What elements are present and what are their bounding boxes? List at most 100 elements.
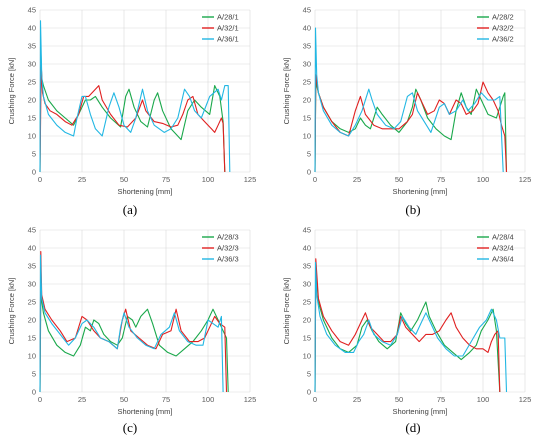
x-axis-title: Shortening [mm] (117, 407, 172, 416)
x-tick-label: 125 (519, 395, 532, 404)
y-tick-label: 0 (32, 388, 36, 397)
y-tick-label: 40 (303, 244, 311, 253)
legend-label: A/32/2 (492, 24, 514, 33)
y-tick-label: 35 (303, 262, 311, 271)
x-tick-label: 50 (120, 395, 128, 404)
x-tick-label: 125 (519, 175, 532, 184)
chart-svg: 0 5 10 15 20 25 30 35 40 45 0 25 50 75 100 125 Shortenin… (282, 6, 532, 197)
x-tick-label: 25 (78, 175, 86, 184)
panel-caption: (a) (122, 202, 138, 217)
x-tick-label: 75 (437, 175, 445, 184)
chart-svg: 0 5 10 15 20 25 30 35 40 45 0 25 50 75 100 125 Shortenin… (7, 226, 257, 417)
legend-label: A/36/4 (492, 255, 514, 264)
x-tick-label: 125 (244, 175, 257, 184)
legend-label: A/32/3 (217, 244, 239, 253)
x-tick-label: 25 (353, 395, 361, 404)
panel-caption: (d) (405, 420, 421, 435)
y-tick-label: 25 (303, 298, 311, 307)
y-tick-label: 5 (307, 370, 311, 379)
y-tick-label: 15 (303, 334, 311, 343)
chart-panel-c: 0 5 10 15 20 25 30 35 40 45 0 25 50 75 100 125 Shortenin… (0, 220, 275, 440)
series-line-a-36-3 (39, 254, 224, 393)
series-line-a-36-1 (39, 20, 231, 173)
x-tick-label: 50 (120, 175, 128, 184)
series-line-a-32-4 (314, 258, 501, 393)
legend-label: A/36/3 (217, 255, 239, 264)
y-tick-label: 45 (303, 226, 311, 235)
y-tick-label: 35 (28, 42, 36, 51)
y-axis-title: Crushing Force [kN] (7, 278, 16, 345)
x-tick-label: 100 (202, 395, 215, 404)
x-tick-label: 75 (437, 395, 445, 404)
y-tick-label: 10 (303, 352, 311, 361)
y-tick-label: 35 (28, 262, 36, 271)
x-tick-label: 125 (244, 395, 257, 404)
y-tick-label: 25 (303, 78, 311, 87)
y-tick-label: 5 (32, 150, 36, 159)
y-tick-label: 45 (28, 226, 36, 235)
legend-label: A/32/1 (217, 24, 239, 33)
y-tick-label: 15 (303, 114, 311, 123)
x-axis-title: Shortening [mm] (392, 187, 447, 196)
legend-label: A/32/4 (492, 244, 514, 253)
y-tick-label: 15 (28, 114, 36, 123)
y-tick-label: 30 (303, 280, 311, 289)
y-tick-label: 45 (28, 6, 36, 15)
y-axis-title: Crushing Force [kN] (282, 278, 291, 345)
legend-label: A/28/1 (217, 13, 239, 22)
y-tick-label: 25 (28, 78, 36, 87)
legend-label: A/28/2 (492, 13, 514, 22)
series-line-a-28-1 (39, 49, 226, 173)
x-tick-label: 50 (395, 395, 403, 404)
x-tick-label: 50 (395, 175, 403, 184)
panel-caption: (c) (122, 420, 138, 435)
x-tick-label: 100 (477, 175, 490, 184)
y-tick-label: 10 (28, 132, 36, 141)
x-axis-title: Shortening [mm] (117, 187, 172, 196)
y-tick-label: 40 (303, 24, 311, 33)
series-line-a-32-2 (314, 74, 508, 173)
y-tick-label: 30 (303, 60, 311, 69)
x-axis-title: Shortening [mm] (392, 407, 447, 416)
y-tick-label: 20 (28, 96, 36, 105)
chart-panel-d: 0 5 10 15 20 25 30 35 40 45 0 25 50 75 100 125 Shortenin… (275, 220, 550, 440)
y-tick-label: 0 (307, 168, 311, 177)
series-line-a-28-3 (39, 294, 229, 393)
x-tick-label: 0 (38, 395, 42, 404)
chart-svg: 0 5 10 15 20 25 30 35 40 45 0 25 50 75 100 125 Shortenin… (282, 226, 532, 417)
y-tick-label: 0 (307, 388, 311, 397)
y-tick-label: 20 (303, 96, 311, 105)
x-tick-label: 100 (477, 395, 490, 404)
x-tick-label: 100 (202, 175, 215, 184)
panel-caption: (b) (405, 202, 421, 217)
y-tick-label: 20 (303, 316, 311, 325)
x-tick-label: 25 (353, 175, 361, 184)
series-line-a-36-2 (314, 27, 504, 173)
chart-panel-a: 0 5 10 15 20 25 30 35 40 45 0 25 50 75 100 125 Shortenin… (0, 0, 275, 220)
x-tick-label: 25 (78, 395, 86, 404)
y-tick-label: 35 (303, 42, 311, 51)
y-tick-label: 20 (28, 316, 36, 325)
legend-label: A/28/3 (217, 233, 239, 242)
x-tick-label: 0 (313, 395, 317, 404)
y-tick-label: 45 (303, 6, 311, 15)
x-tick-label: 0 (313, 175, 317, 184)
y-tick-label: 25 (28, 298, 36, 307)
y-axis-title: Crushing Force [kN] (282, 58, 291, 125)
y-tick-label: 30 (28, 60, 36, 69)
legend-label: A/36/2 (492, 35, 514, 44)
y-axis-title: Crushing Force [kN] (7, 58, 16, 125)
y-tick-label: 10 (28, 352, 36, 361)
y-tick-label: 10 (303, 132, 311, 141)
chart-panel-b: 0 5 10 15 20 25 30 35 40 45 0 25 50 75 100 125 Shortenin… (275, 0, 550, 220)
y-tick-label: 30 (28, 280, 36, 289)
y-tick-label: 0 (32, 168, 36, 177)
legend-label: A/28/4 (492, 233, 514, 242)
series-line-a-32-3 (39, 251, 228, 393)
legend-label: A/36/1 (217, 35, 239, 44)
series-line-a-36-4 (314, 261, 508, 393)
y-tick-label: 15 (28, 334, 36, 343)
series-line-a-28-2 (314, 81, 508, 173)
y-tick-label: 5 (32, 370, 36, 379)
y-tick-label: 5 (307, 150, 311, 159)
